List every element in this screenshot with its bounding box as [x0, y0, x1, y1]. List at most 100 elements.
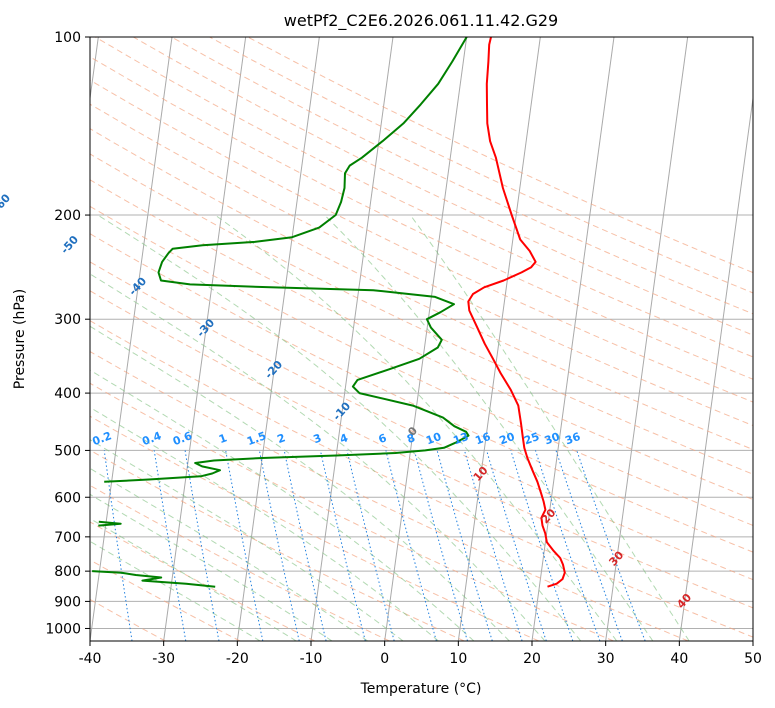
mixing-ratio-label: 20	[498, 430, 517, 448]
dry-adiabat	[90, 205, 753, 526]
x-tick-label: 0	[380, 651, 389, 667]
isotherm-line	[236, 37, 320, 641]
y-axis-label: Pressure (hPa)	[12, 289, 28, 389]
profile-line	[467, 37, 566, 588]
x-tick-label: -30	[152, 651, 175, 667]
moist-adiabat	[90, 273, 546, 641]
y-tick-label: 400	[54, 386, 81, 402]
dry-adiabat	[94, 37, 753, 358]
plot-background	[90, 37, 753, 641]
mixing-ratio-label: 13	[451, 430, 470, 447]
moist-adiabat	[90, 369, 475, 641]
x-tick-label: -10	[300, 651, 323, 667]
mixing-ratio-line	[319, 450, 366, 641]
moist-adiabat	[97, 214, 582, 641]
x-tick-label: -20	[226, 651, 249, 667]
dry-adiabat	[90, 128, 753, 451]
isotherm-line	[90, 37, 173, 641]
dry-adiabat	[209, 37, 753, 294]
y-tick-label: 200	[54, 208, 81, 224]
mixing-ratio-line	[555, 450, 623, 641]
dry-adiabat	[90, 261, 753, 581]
y-tick-label: 700	[54, 530, 81, 546]
mixing-ratio-line	[576, 450, 646, 641]
mixing-ratio-label: 10	[424, 430, 443, 448]
profile-line	[104, 37, 470, 483]
dry-adiabat	[90, 521, 315, 641]
mixing-ratio-label: 6	[377, 431, 389, 446]
x-tick-label: 30	[597, 651, 615, 667]
y-tick-label: 900	[54, 594, 81, 610]
mixing-ratio-line	[346, 450, 395, 641]
profile-line	[98, 520, 122, 527]
x-axis-label: Temperature (°C)	[360, 681, 482, 697]
mixing-ratio-line	[283, 450, 327, 641]
isotherm-line	[457, 37, 541, 641]
mixing-ratio-label: 3	[312, 431, 324, 446]
isotherm-line	[678, 94, 753, 641]
moist-adiabat	[409, 214, 690, 641]
isotherm-line	[752, 637, 753, 641]
dry-adiabat	[90, 233, 753, 553]
dry-adiabat	[171, 37, 753, 315]
background-lines	[90, 37, 753, 641]
x-tick-label: 20	[523, 651, 541, 667]
isotherm-line	[310, 37, 394, 641]
moist-adiabat	[90, 325, 510, 641]
mixing-ratio-label: 0.2	[91, 429, 114, 448]
moist-adiabat	[214, 214, 618, 641]
dry-adiabat	[90, 484, 390, 641]
isotherm-line	[163, 37, 247, 641]
mixing-ratio-label: 1.5	[245, 429, 268, 448]
dry-adiabat	[90, 290, 753, 609]
mixing-ratio-line	[535, 450, 601, 641]
y-tick-label: 800	[54, 564, 81, 580]
mixing-ratio-label: 4	[338, 431, 350, 446]
x-tick-label: -40	[79, 651, 102, 667]
mixing-ratio-label: 0.4	[140, 429, 163, 448]
mixing-ratio-label: 30	[543, 430, 562, 448]
dry-adiabat	[90, 382, 614, 641]
isotherm-label: -60	[0, 191, 13, 215]
mixing-ratio-line	[413, 450, 468, 641]
mixing-ratio-line	[510, 450, 574, 641]
moist-adiabat	[90, 517, 297, 641]
y-tick-label: 100	[54, 30, 81, 46]
dry-adiabat	[90, 415, 540, 641]
mixing-ratio-label: 36	[563, 430, 582, 448]
dry-adiabat	[90, 179, 753, 501]
isotherm-label: -50	[58, 233, 81, 257]
y-tick-label: 500	[54, 443, 81, 459]
isotherm-line	[605, 37, 689, 641]
series-layer	[92, 37, 566, 588]
moist-adiabat	[90, 540, 261, 641]
profile-line	[92, 570, 216, 588]
mixing-ratio-label: 1	[217, 431, 229, 446]
mixing-ratio-line	[464, 450, 523, 641]
mixing-ratio-label: 8	[405, 431, 417, 446]
mixing-ratio-line	[258, 450, 300, 641]
y-tick-label: 600	[54, 490, 81, 506]
isotherm-line	[90, 37, 99, 103]
chart-title: wetPf2_C2E6.2026.061.11.42.G29	[284, 11, 558, 31]
y-tick-label: 300	[54, 312, 81, 328]
mixing-ratio-line	[103, 450, 133, 641]
mixing-ratio-line	[385, 450, 437, 641]
x-tick-label: 10	[449, 651, 467, 667]
mixing-ratio-label: 2	[275, 431, 287, 446]
isotherm-line	[384, 37, 468, 641]
mixing-ratio-label: 25	[522, 430, 541, 447]
dry-adiabat	[90, 103, 753, 427]
moist-adiabat	[324, 214, 654, 641]
moist-adiabat	[90, 439, 404, 641]
mixing-ratio-label: 16	[473, 430, 492, 448]
axes: -40 -30 -20 -10 0 10 20 30 40 5010020030040050060…	[45, 30, 762, 667]
dry-adiabat	[90, 56, 753, 380]
y-tick-label: 1000	[45, 621, 81, 637]
x-tick-label: 50	[744, 651, 762, 667]
plot-frame	[89, 36, 754, 642]
x-tick-label: 40	[670, 651, 688, 667]
mixing-ratio-label: 0.6	[171, 429, 194, 448]
mixing-ratio-line	[486, 450, 547, 641]
